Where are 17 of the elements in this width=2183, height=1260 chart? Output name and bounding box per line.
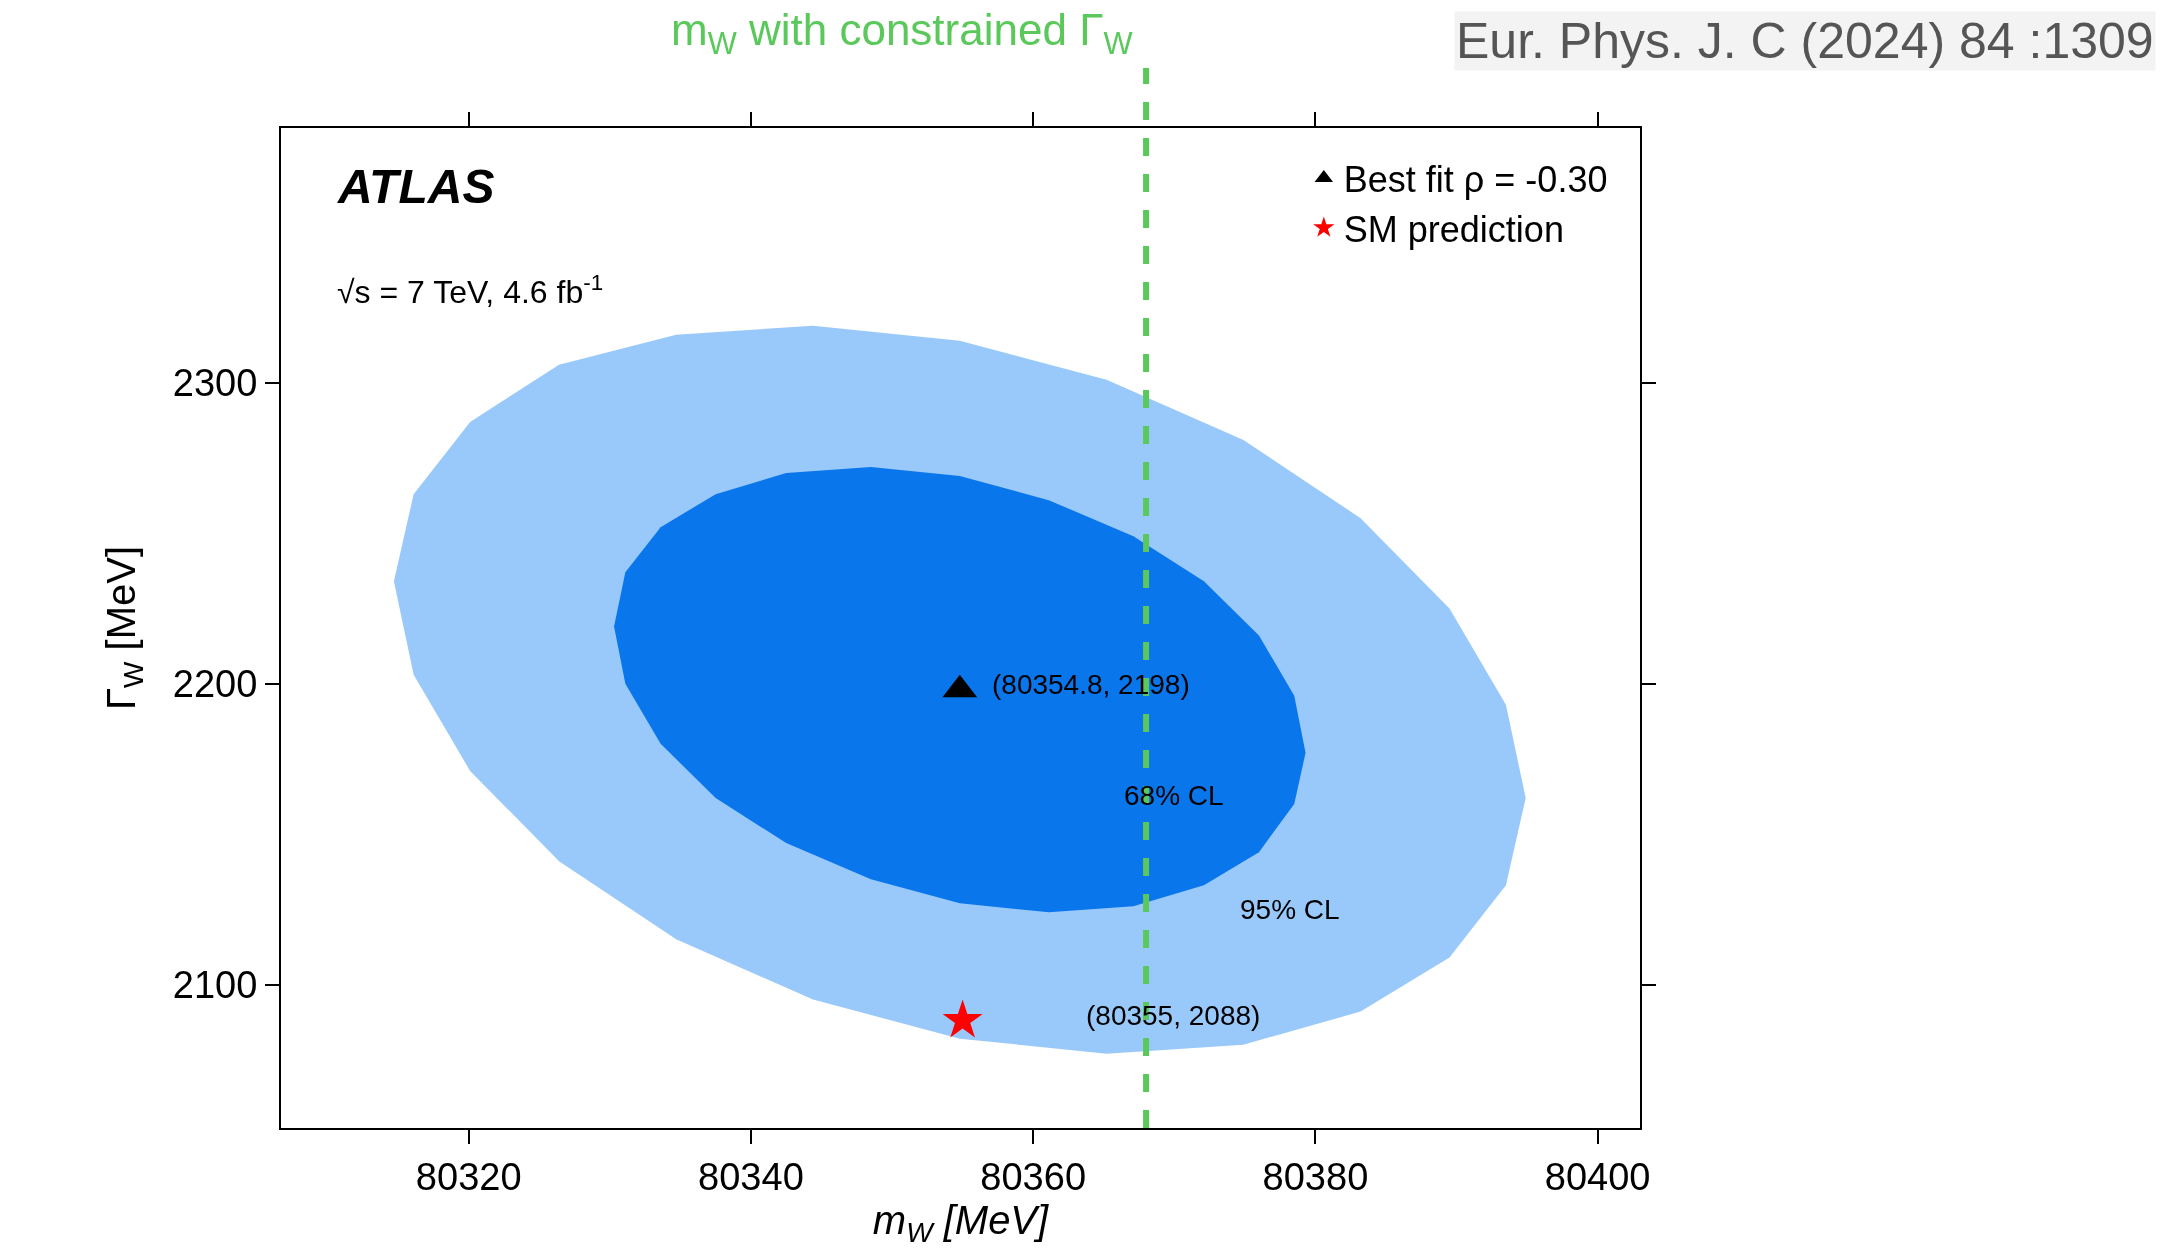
x-tick-label: 80360 [980, 1155, 1087, 1198]
y-tick-label: 2100 [172, 963, 258, 1006]
y-tick-label: 2300 [172, 362, 258, 405]
annotation: √s = 7 TeV, 4.6 fb$^{-1}$ [337, 270, 604, 311]
x-tick-label: 80380 [1262, 1155, 1369, 1198]
x-tick-label: 80320 [415, 1155, 522, 1198]
annotation: ATLAS [337, 160, 495, 213]
x-axis-title: m$_{W}$ [MeV] [872, 1197, 1050, 1248]
text: Eur. Phys. J. C (2024) 84 :1309 [1456, 13, 2154, 69]
x-tick-label: 80340 [698, 1155, 804, 1198]
x-tick-label: 80400 [1544, 1155, 1651, 1198]
annotation: (80355, 2088) [1086, 1000, 1261, 1031]
legend-label: SM prediction [1343, 208, 1564, 250]
y-tick-label: 2200 [172, 662, 258, 705]
annotation: 95% CL [1240, 894, 1340, 925]
legend-label: Best fit ρ = -0.30 [1343, 158, 1608, 200]
ref-line-label: m$_{W}$ with constrained Γ$_{W}$ [671, 5, 1133, 62]
